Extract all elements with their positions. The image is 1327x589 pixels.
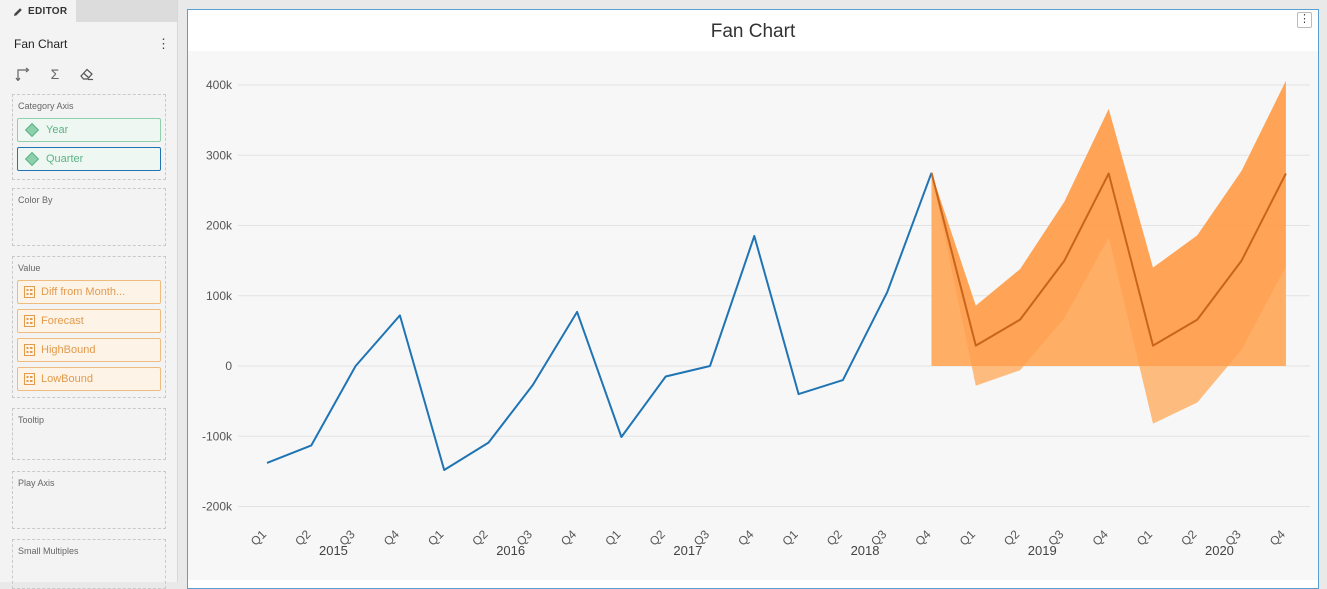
- dimension-icon: [24, 151, 40, 167]
- highbound-area[interactable]: [931, 80, 1286, 367]
- color-by-well[interactable]: Color By: [12, 188, 166, 246]
- forecast-series-line[interactable]: [930, 172, 1287, 347]
- year-label: 2015: [319, 543, 348, 558]
- swap-axes-icon[interactable]: [14, 66, 32, 82]
- forecast-bands: [931, 80, 1286, 424]
- y-tick-label: -100k: [202, 429, 233, 443]
- field-pill-quarter[interactable]: Quarter: [17, 147, 161, 171]
- y-tick-label: -200k: [202, 500, 233, 514]
- field-pill-label: Forecast: [41, 315, 84, 327]
- field-pill-year[interactable]: Year: [17, 118, 161, 142]
- tooltip-well[interactable]: Tooltip: [12, 408, 166, 460]
- field-pill-label: HighBound: [41, 344, 96, 356]
- measure-icon: [24, 286, 35, 298]
- year-label: 2019: [1028, 543, 1057, 558]
- dimension-icon: [24, 122, 40, 138]
- field-pill-forecast[interactable]: Forecast: [17, 309, 161, 333]
- editor-sidebar: EDITOR Fan Chart ⋮ Σ Category Axis Year: [0, 0, 178, 589]
- lowbound-area[interactable]: [931, 172, 1286, 424]
- visualization-title[interactable]: Fan Chart: [14, 37, 68, 51]
- measure-icon: [24, 344, 35, 356]
- category-axis-well[interactable]: Category Axis Year Quarter: [12, 94, 166, 180]
- year-label: 2016: [496, 543, 525, 558]
- visualization-menu-icon[interactable]: ⋮: [157, 36, 170, 51]
- y-tick-label: 300k: [206, 148, 233, 162]
- y-tick-label: 400k: [206, 78, 233, 92]
- editor-tab-label: EDITOR: [28, 6, 68, 17]
- grid-lines: [238, 84, 1310, 507]
- play-axis-well[interactable]: Play Axis: [12, 471, 166, 529]
- value-well[interactable]: Value Diff from Month... Forecast HighBo…: [12, 256, 166, 398]
- year-label: 2017: [673, 543, 702, 558]
- field-pill-label: Diff from Month...: [41, 286, 126, 298]
- sigma-icon[interactable]: Σ: [50, 66, 60, 82]
- y-tick-label: 200k: [206, 219, 233, 233]
- y-tick-label: 100k: [206, 289, 233, 303]
- category-axis-label: Category Axis: [18, 101, 74, 111]
- editor-tab[interactable]: EDITOR: [0, 0, 76, 23]
- y-axis: -200k -100k 0 100k 200k 300k 400k: [202, 78, 233, 514]
- chart-panel[interactable]: Fan Chart ⋮ -200k -100k 0 100k 200k 300k 400k …: [187, 9, 1319, 589]
- measure-icon: [24, 315, 35, 327]
- field-pill-label: Year: [46, 124, 69, 136]
- small-multiples-label: Small Multiples: [18, 546, 79, 556]
- chart-title: Fan Chart: [710, 21, 796, 42]
- chart-menu-icon[interactable]: ⋮: [1297, 12, 1312, 28]
- field-pill-label: LowBound: [41, 373, 93, 385]
- play-axis-label: Play Axis: [18, 478, 55, 488]
- color-by-label: Color By: [18, 195, 53, 205]
- year-label: 2018: [851, 543, 880, 558]
- pencil-icon: [14, 7, 22, 16]
- measure-icon: [24, 373, 35, 385]
- value-label: Value: [18, 263, 41, 273]
- tooltip-label: Tooltip: [18, 415, 45, 425]
- y-tick-label: 0: [225, 359, 232, 373]
- field-pill-highbound[interactable]: HighBound: [17, 338, 161, 362]
- editor-toolbar: Σ: [14, 66, 96, 82]
- field-pill-diff-from-month[interactable]: Diff from Month...: [17, 280, 161, 304]
- eraser-icon[interactable]: [78, 66, 96, 82]
- field-pill-label: Quarter: [46, 153, 84, 165]
- field-pill-lowbound[interactable]: LowBound: [17, 367, 161, 391]
- year-label: 2020: [1205, 543, 1234, 558]
- series-lines: [266, 172, 1287, 471]
- actual-series-line[interactable]: [266, 172, 933, 471]
